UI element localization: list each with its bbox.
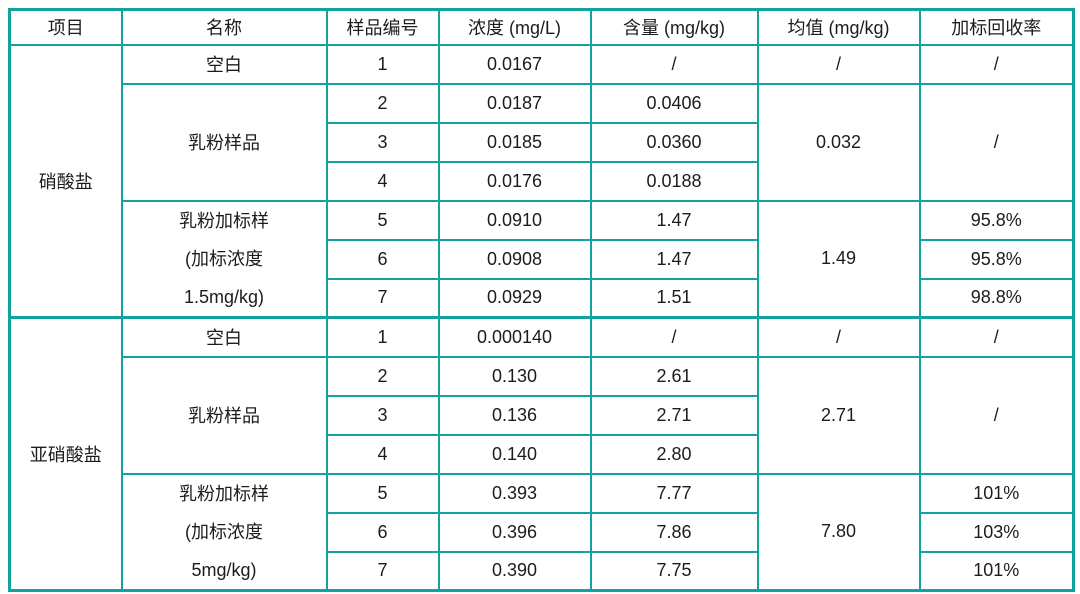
table-row: 3 0.0185 0.0360 [10, 121, 1074, 163]
concentration-cell: 0.0910 [437, 199, 592, 241]
name-cell-blank: 空白 [120, 43, 328, 85]
concentration-cell: 0.136 [437, 394, 592, 436]
col-header-name: 名称 [120, 8, 328, 46]
analysis-results-table: 项目 名称 样品编号 浓度 (mg/L) 含量 (mg/kg) 均值 (mg/k… [8, 8, 1075, 592]
sample-no-cell: 3 [325, 394, 440, 436]
content-cell: 2.71 [589, 394, 759, 436]
sample-no-cell: 1 [325, 316, 440, 358]
name-cell-spiked: 乳粉加标样 (加标浓度 1.5mg/kg) [120, 199, 328, 319]
table-row: 6 0.396 7.86 103% [10, 511, 1075, 553]
concentration-cell: 0.390 [437, 550, 592, 592]
mean-cell: 0.032 [756, 82, 921, 202]
col-header-concentration: 浓度 (mg/L) [437, 8, 592, 46]
recovery-cell: 101% [918, 550, 1075, 592]
name-cell-spiked: 乳粉加标样 (加标浓度 5mg/kg) [120, 472, 328, 592]
sample-no-cell: 6 [325, 238, 440, 280]
mean-cell: / [756, 43, 921, 85]
recovery-cell: 103% [918, 511, 1075, 553]
content-cell: 2.80 [589, 433, 759, 475]
table-row: 4 0.0176 0.0188 [10, 160, 1074, 202]
content-cell: 7.77 [589, 472, 759, 514]
sample-no-cell: 2 [325, 82, 440, 124]
col-header-content: 含量 (mg/kg) [589, 8, 759, 46]
concentration-cell: 0.0929 [437, 277, 592, 319]
content-cell: 7.75 [589, 550, 759, 592]
mean-cell: 7.80 [756, 472, 921, 592]
sample-no-cell: 4 [325, 160, 440, 202]
col-header-sample-no: 样品编号 [325, 8, 440, 46]
table-row: 亚硝酸盐 空白 1 0.000140 / / / [8, 316, 1075, 592]
name-cell-blank: 空白 [120, 316, 328, 358]
mean-cell: / [756, 316, 921, 358]
col-header-recovery: 加标回收率 [918, 8, 1075, 46]
concentration-cell: 0.0167 [437, 43, 592, 85]
sample-no-cell: 4 [325, 433, 440, 475]
table-row: 4 0.140 2.80 [10, 433, 1074, 475]
sample-no-cell: 5 [325, 199, 440, 241]
sample-no-cell: 7 [325, 550, 440, 592]
name-cell-sample: 乳粉样品 [120, 82, 328, 202]
mean-cell: 2.71 [756, 355, 921, 475]
content-cell: 0.0406 [589, 82, 759, 124]
concentration-cell: 0.000140 [437, 316, 592, 358]
col-header-item: 项目 [8, 8, 123, 46]
concentration-cell: 0.0187 [437, 82, 592, 124]
table-row: 3 0.136 2.71 [10, 394, 1074, 436]
content-cell: 2.61 [589, 355, 759, 397]
content-cell: 1.47 [589, 238, 759, 280]
recovery-cell: / [918, 43, 1075, 85]
table-row: 乳粉加标样 (加标浓度 1.5mg/kg) 5 0.0910 1.47 1.49… [10, 199, 1075, 319]
recovery-cell: 98.8% [918, 277, 1075, 319]
content-cell: 1.51 [589, 277, 759, 319]
table-row: 乳粉加标样 (加标浓度 5mg/kg) 5 0.393 7.77 7.80 10… [10, 472, 1075, 592]
concentration-cell: 0.130 [437, 355, 592, 397]
content-cell: 1.47 [589, 199, 759, 241]
concentration-cell: 0.396 [437, 511, 592, 553]
sample-no-cell: 7 [325, 277, 440, 319]
sample-no-cell: 5 [325, 472, 440, 514]
recovery-cell: 95.8% [918, 238, 1075, 280]
content-cell: 0.0360 [589, 121, 759, 163]
table-row: 乳粉样品 2 0.0187 0.0406 0.032 / [10, 82, 1075, 202]
sample-no-cell: 1 [325, 43, 440, 85]
sample-no-cell: 3 [325, 121, 440, 163]
concentration-cell: 0.140 [437, 433, 592, 475]
name-cell-sample: 乳粉样品 [120, 355, 328, 475]
concentration-cell: 0.0908 [437, 238, 592, 280]
col-header-mean: 均值 (mg/kg) [756, 8, 921, 46]
sample-no-cell: 2 [325, 355, 440, 397]
content-cell: / [589, 43, 759, 85]
table-row: 硝酸盐 空白 1 0.0167 / / / [8, 43, 1075, 319]
recovery-cell: 101% [918, 472, 1075, 514]
recovery-cell: / [918, 316, 1075, 358]
content-cell: 7.86 [589, 511, 759, 553]
sample-no-cell: 6 [325, 511, 440, 553]
concentration-cell: 0.0176 [437, 160, 592, 202]
recovery-cell: 95.8% [918, 199, 1075, 241]
mean-cell: 1.49 [756, 199, 921, 319]
header-row: 项目 名称 样品编号 浓度 (mg/L) 含量 (mg/kg) 均值 (mg/k… [8, 8, 1075, 46]
table-row: 乳粉样品 2 0.130 2.61 2.71 / [10, 355, 1075, 475]
content-cell: 0.0188 [589, 160, 759, 202]
table-row: 7 0.390 7.75 101% [10, 550, 1075, 592]
item-cell-nitrite: 亚硝酸盐 [8, 316, 123, 592]
table-row: 6 0.0908 1.47 95.8% [10, 238, 1075, 280]
item-cell-nitrate: 硝酸盐 [8, 43, 123, 319]
concentration-cell: 0.393 [437, 472, 592, 514]
content-cell: / [589, 316, 759, 358]
table-row: 7 0.0929 1.51 98.8% [10, 277, 1075, 319]
recovery-cell: / [918, 82, 1075, 202]
concentration-cell: 0.0185 [437, 121, 592, 163]
recovery-cell: / [918, 355, 1075, 475]
